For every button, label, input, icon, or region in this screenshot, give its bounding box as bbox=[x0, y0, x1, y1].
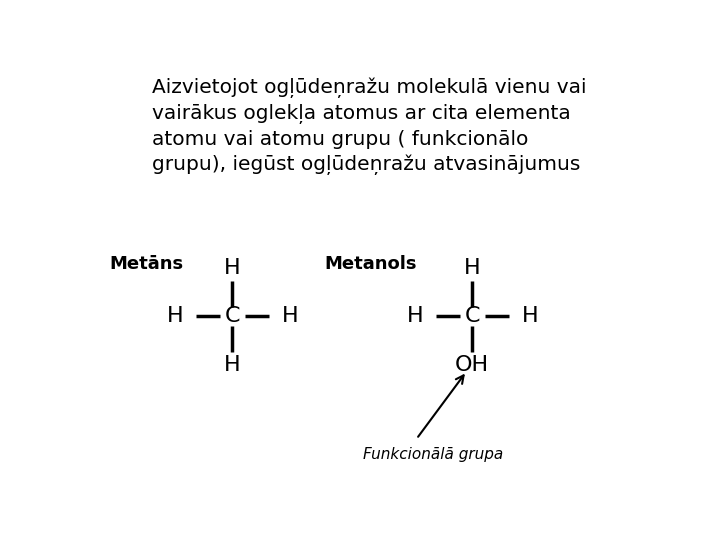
Text: OH: OH bbox=[455, 355, 490, 375]
Text: Funkcionālā grupa: Funkcionālā grupa bbox=[363, 447, 503, 462]
Text: H: H bbox=[224, 355, 240, 375]
Text: Metāns: Metāns bbox=[109, 254, 184, 273]
Text: H: H bbox=[224, 258, 240, 278]
Text: Aizvietojot ogļūdeņražu molekulā vienu vai
vairākus oglekļa atomus ar cita eleme: Aizvietojot ogļūdeņražu molekulā vienu v… bbox=[152, 77, 586, 176]
Text: H: H bbox=[166, 306, 183, 326]
Text: H: H bbox=[407, 306, 423, 326]
Text: C: C bbox=[464, 306, 480, 326]
Text: C: C bbox=[225, 306, 240, 326]
Text: H: H bbox=[464, 258, 480, 278]
Text: Metanols: Metanols bbox=[324, 254, 417, 273]
Text: H: H bbox=[521, 306, 538, 326]
Text: H: H bbox=[282, 306, 298, 326]
